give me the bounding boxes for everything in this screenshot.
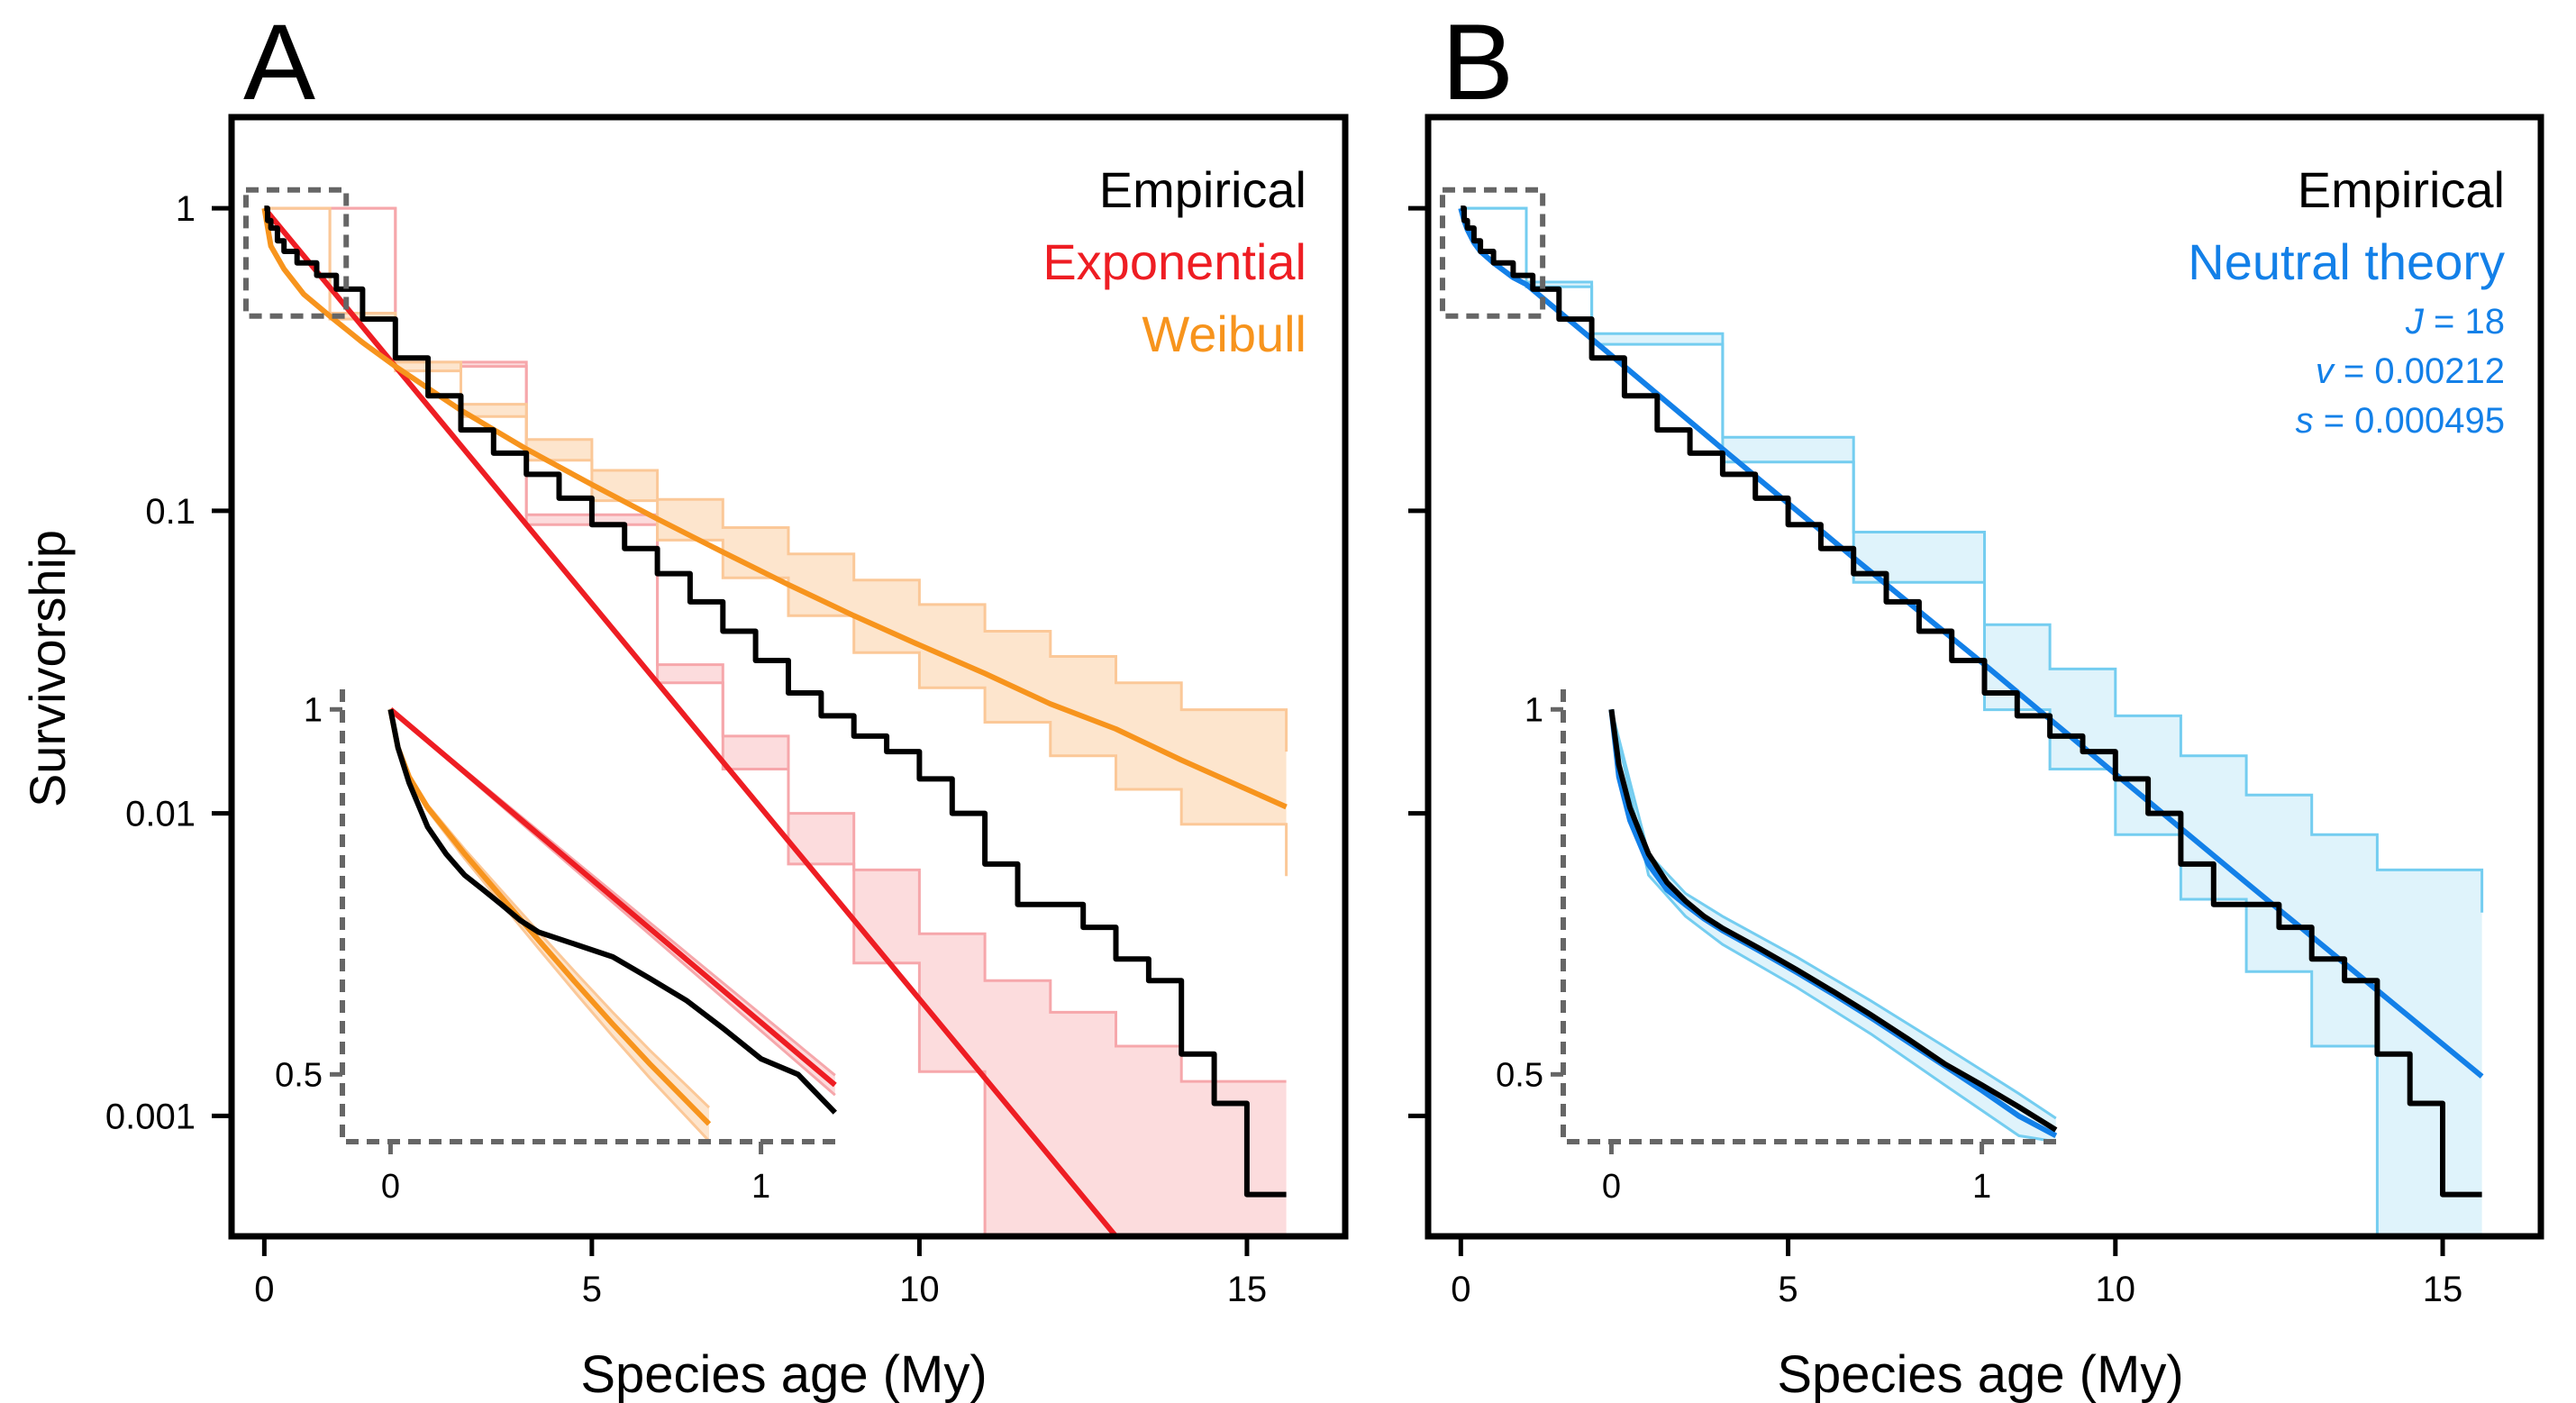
plot-frame bbox=[1425, 114, 2544, 1240]
inset-series-exponential-line bbox=[388, 707, 837, 1088]
inset-y-tick-label: 1 bbox=[304, 691, 323, 729]
inset-axes-frame bbox=[1561, 689, 2063, 1144]
inset-series-weibull-band bbox=[390, 708, 709, 1142]
panel-a-y-axis-label: Survivorship bbox=[19, 530, 76, 807]
panel-b-x-axis-label: Species age (My) bbox=[1777, 1345, 2183, 1403]
series-empirical-line bbox=[264, 205, 1287, 1198]
panel-b-lines bbox=[1458, 205, 2484, 1198]
panel-a: A 0 1 1 0.5 0 5 10 15 1 0.1 0.01 0.001 Empirical E… bbox=[19, 2, 1349, 1403]
series-empirical-line bbox=[1461, 205, 2482, 1198]
series-exponential-line bbox=[262, 206, 1118, 1236]
zoom-region-box bbox=[242, 187, 350, 319]
x-tick-label: 0 bbox=[1451, 1270, 1470, 1309]
inset-x-tick-label: 0 bbox=[1602, 1168, 1621, 1206]
inset-axes-frame bbox=[340, 689, 842, 1144]
panel-b: B 0 1 1 0.5 0 5 10 15 Empirical Neutral theory… bbox=[1408, 2, 2544, 1403]
series-weibull-band bbox=[264, 208, 1287, 877]
inset-y-tick-label: 0.5 bbox=[275, 1056, 323, 1094]
legend-empirical: Empirical bbox=[1099, 161, 1306, 218]
y-tick-label: 0.1 bbox=[145, 492, 196, 532]
inset-y-tick-label: 0.5 bbox=[1496, 1056, 1543, 1094]
x-tick-label: 10 bbox=[2096, 1270, 2136, 1309]
inset-series-empirical-line bbox=[1608, 708, 2058, 1133]
inset-series-neutral-theory-band-lower-edge bbox=[1609, 708, 2057, 1142]
legend-empirical: Empirical bbox=[2298, 161, 2505, 218]
param-v: v = 0.00212 bbox=[2316, 351, 2505, 391]
legend-exponential: Exponential bbox=[1042, 233, 1306, 290]
y-tick-label: 0.01 bbox=[125, 795, 196, 834]
legend-weibull: Weibull bbox=[1142, 305, 1306, 362]
series-exponential-band bbox=[264, 208, 1287, 1236]
inset-series-neutral-theory-band-upper-edge bbox=[1609, 708, 2057, 1120]
panel-a-legend: Empirical Exponential Weibull bbox=[1042, 161, 1306, 362]
series-exponential-band-upper-edge bbox=[264, 206, 1287, 1083]
inset-series-neutral-theory-band bbox=[1611, 709, 2056, 1142]
x-tick-label: 15 bbox=[2423, 1270, 2463, 1309]
inset-series-neutral-theory-line bbox=[1608, 708, 2058, 1139]
panel-a-letter: A bbox=[243, 2, 315, 123]
inset-plot-area bbox=[387, 707, 837, 1142]
inset-x-tick-label: 0 bbox=[381, 1168, 400, 1206]
panel-b-axes: 0 5 10 15 bbox=[1408, 114, 2544, 1309]
inset-y-tick-label: 1 bbox=[1525, 691, 1543, 729]
panel-a-lines bbox=[261, 205, 1288, 1236]
x-tick-label: 15 bbox=[1227, 1270, 1268, 1309]
series-weibull-line bbox=[261, 207, 1288, 810]
y-tick-label: 1 bbox=[176, 189, 196, 229]
panel-a-bands bbox=[264, 206, 1288, 1236]
x-tick-label: 10 bbox=[899, 1270, 940, 1309]
series-neutral-theory-band bbox=[1461, 208, 2482, 1236]
inset-x-tick-label: 1 bbox=[751, 1168, 770, 1206]
panel-a-inset: 0 1 1 0.5 bbox=[242, 187, 842, 1206]
y-tick-label: 0.001 bbox=[105, 1097, 196, 1136]
inset-series-weibull-band-upper-edge bbox=[388, 708, 711, 1109]
inset-series-empirical-line bbox=[387, 708, 837, 1115]
plot-frame bbox=[228, 114, 1349, 1240]
legend-neutral-theory: Neutral theory bbox=[2188, 233, 2505, 290]
series-weibull-band-upper-edge bbox=[264, 206, 1288, 752]
x-tick-label: 5 bbox=[1778, 1270, 1798, 1309]
inset-plot-area bbox=[1608, 708, 2058, 1142]
param-j: J = 18 bbox=[2405, 302, 2505, 342]
x-tick-label: 0 bbox=[254, 1270, 274, 1309]
panel-b-letter: B bbox=[1442, 2, 1514, 123]
inset-x-tick-label: 1 bbox=[1972, 1168, 1991, 1206]
panel-b-inset: 0 1 1 0.5 bbox=[1439, 187, 2063, 1206]
panel-a-x-axis-label: Species age (My) bbox=[580, 1345, 987, 1403]
zoom-region-box bbox=[1439, 187, 1546, 319]
panel-b-legend: Empirical Neutral theory J = 18 v = 0.00… bbox=[2188, 161, 2505, 441]
param-s: s = 0.000495 bbox=[2296, 401, 2505, 441]
x-tick-label: 5 bbox=[582, 1270, 602, 1309]
